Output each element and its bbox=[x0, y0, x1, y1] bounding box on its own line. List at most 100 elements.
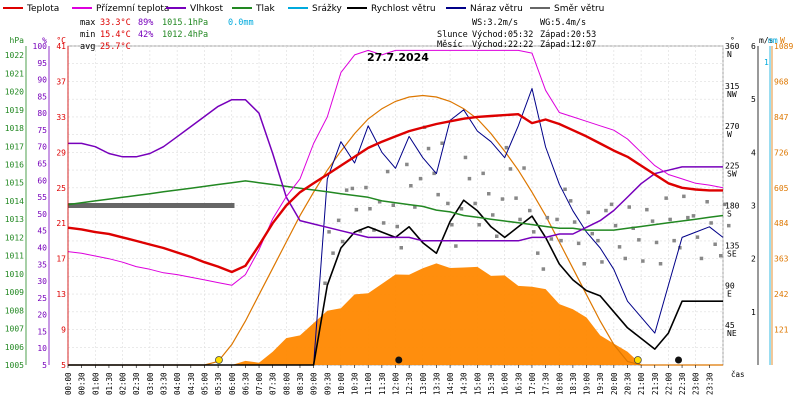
wind-direction-point bbox=[518, 217, 522, 222]
x-tick-label: 02:00 bbox=[119, 372, 128, 395]
wind-direction-point bbox=[426, 146, 431, 151]
ms-axis-tick: 6 bbox=[751, 42, 756, 51]
legend-label-feels: Přízemní teplota bbox=[96, 4, 169, 14]
x-tick-label: 16:00 bbox=[501, 372, 510, 395]
wind-direction-point bbox=[609, 202, 614, 207]
wind-direction-point bbox=[432, 171, 436, 176]
wind-direction-point bbox=[641, 259, 645, 263]
wind-direction-point bbox=[709, 221, 713, 225]
ms-axis-tick: 2 bbox=[751, 255, 756, 264]
wind-direction-point bbox=[487, 192, 491, 196]
legend-label-temp: Teplota bbox=[26, 4, 59, 14]
hpa-axis-tick: 1016 bbox=[5, 160, 24, 169]
pct-axis-tick: 25 bbox=[37, 294, 47, 303]
hpa-axis-tick: 1019 bbox=[5, 106, 24, 115]
marker-layer bbox=[215, 356, 683, 364]
wind-direction-point bbox=[377, 200, 382, 204]
x-tick-label: 11:30 bbox=[378, 372, 387, 395]
dir-axis-tick: 180 bbox=[725, 202, 740, 211]
dir-axis-tick: 315 bbox=[725, 82, 740, 91]
x-tick-label: 17:30 bbox=[542, 372, 551, 395]
wind-gust: WG:5.4m/s bbox=[540, 18, 586, 28]
wind-direction-point bbox=[536, 251, 540, 255]
wind-direction-point bbox=[586, 210, 590, 215]
x-tick-label: 13:00 bbox=[419, 372, 428, 395]
moon-event-marker bbox=[675, 356, 683, 364]
x-tick-label: 22:30 bbox=[678, 372, 687, 395]
x-tick-label: 13:30 bbox=[432, 372, 441, 395]
avg-temp: 25.7°C bbox=[100, 42, 131, 52]
degc-axis-tick: 29 bbox=[56, 148, 66, 157]
wind-direction-point bbox=[481, 171, 485, 176]
sun-label: Slunce bbox=[437, 30, 468, 40]
wind-direction-point bbox=[381, 221, 386, 225]
legend-label-press: Tlak bbox=[255, 4, 276, 14]
pct-axis-tick: 65 bbox=[37, 160, 47, 169]
wind-direction-point bbox=[555, 217, 559, 222]
pct-axis-tick: 5 bbox=[42, 361, 47, 370]
dir-axis-tick: 45 bbox=[725, 321, 735, 330]
hpa-axis-tick: 1022 bbox=[5, 51, 24, 60]
wind-direction-point bbox=[528, 208, 532, 213]
pct-axis-tick: 45 bbox=[37, 227, 47, 236]
wind-direction-point bbox=[541, 267, 546, 271]
x-tick-label: 03:00 bbox=[146, 372, 155, 395]
wind-direction-point bbox=[336, 218, 341, 223]
x-tick-label: 03:30 bbox=[160, 372, 169, 395]
wind-direction-point bbox=[699, 256, 704, 261]
wind-direction-point bbox=[664, 196, 668, 200]
x-tick-label: 11:00 bbox=[364, 372, 373, 395]
x-tick-label: 08:30 bbox=[296, 372, 305, 395]
wind-direction-point bbox=[713, 242, 717, 246]
ms-axis-tick: 1 bbox=[751, 308, 756, 317]
wind-direction-point bbox=[327, 230, 331, 234]
wind-direction-point bbox=[727, 223, 731, 228]
legend-label-hum: Vlhkost bbox=[190, 4, 223, 14]
wind-direction-point bbox=[719, 254, 723, 258]
x-tick-label: 12:00 bbox=[392, 372, 401, 395]
wind-direction-point bbox=[582, 262, 586, 266]
x-tick-label: 07:30 bbox=[269, 372, 278, 395]
wind-direction-point bbox=[508, 167, 513, 171]
dir-cardinal: SW bbox=[727, 170, 737, 179]
wind-direction-point bbox=[500, 197, 505, 201]
x-tick-label: 23:30 bbox=[705, 372, 714, 395]
hpa-axis-tick: 1009 bbox=[5, 288, 24, 297]
x-tick-label: 19:00 bbox=[583, 372, 592, 395]
wind-direction-point bbox=[572, 220, 577, 224]
wind-direction-point bbox=[331, 251, 335, 255]
x-tick-label: 02:30 bbox=[132, 372, 141, 395]
degc-axis-tick: 25 bbox=[56, 184, 66, 193]
wm2-axis-tick: 484 bbox=[774, 219, 789, 228]
wind-direction-point bbox=[691, 214, 696, 218]
degc-axis-tick: 17 bbox=[56, 255, 66, 264]
ms-axis-tick: 5 bbox=[751, 95, 756, 104]
x-tick-label: 12:30 bbox=[405, 372, 414, 395]
hpa-axis-tick: 1018 bbox=[5, 124, 24, 133]
x-tick-label: 01:30 bbox=[105, 372, 114, 395]
wind-speed: WS:3.2m/s bbox=[472, 18, 518, 28]
hpa-axis-tick: 1015 bbox=[5, 179, 24, 188]
wm2-axis-unit: W bbox=[780, 36, 785, 45]
wind-direction-point bbox=[668, 217, 672, 222]
x-tick-label: 16:30 bbox=[514, 372, 523, 395]
wind-direction-point bbox=[504, 145, 509, 150]
wind-direction-point bbox=[463, 155, 468, 160]
x-tick-label: 09:30 bbox=[323, 372, 332, 395]
wm2-axis-tick: 363 bbox=[774, 255, 789, 264]
wind-direction-point bbox=[613, 223, 618, 228]
wind-direction-point bbox=[705, 200, 709, 204]
hpa-axis-tick: 1014 bbox=[5, 197, 24, 206]
wind-direction-point bbox=[399, 246, 403, 250]
wind-direction-point bbox=[576, 241, 581, 246]
pct-axis-tick: 100 bbox=[33, 42, 48, 51]
chart-title: 27.7.2024 bbox=[367, 51, 429, 64]
wind-direction-point bbox=[450, 223, 454, 227]
wm2-axis-tick: 1089 bbox=[774, 42, 793, 51]
wind-direction-point bbox=[596, 238, 600, 243]
degc-axis-tick: 5 bbox=[61, 361, 66, 370]
degc-axis-tick: 13 bbox=[56, 290, 66, 299]
ms-axis-tick: 4 bbox=[751, 148, 756, 157]
sunset: Západ:20:53 bbox=[540, 30, 596, 40]
x-tick-label: 04:30 bbox=[187, 372, 196, 395]
